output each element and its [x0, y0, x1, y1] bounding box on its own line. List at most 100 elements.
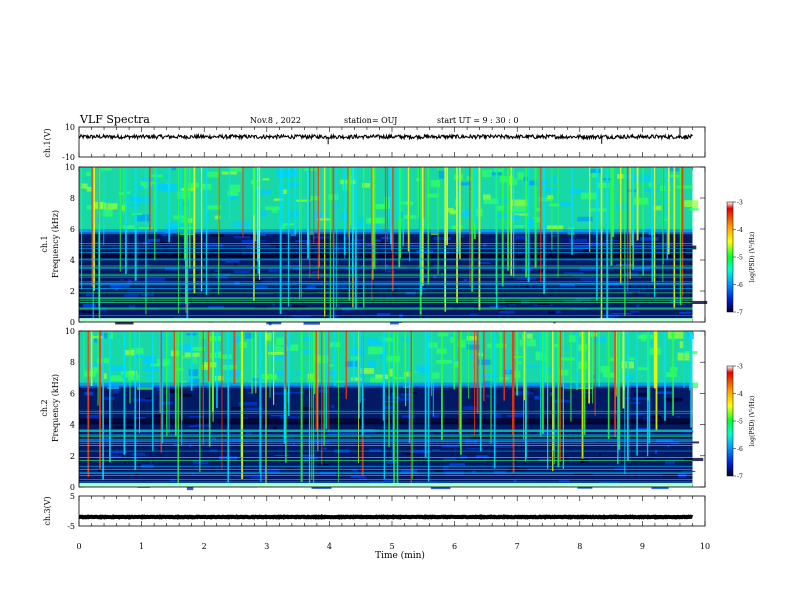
ch1-spec-noise-cell: [239, 234, 258, 237]
ch2-spec-noise-cell: [135, 473, 139, 476]
ch2-spec-noise-cell: [292, 442, 296, 446]
ch2-spec-noise-cell: [96, 469, 101, 473]
ch2-spec-band-cell: [592, 374, 596, 379]
ch2-spec-band-cell: [157, 337, 172, 341]
ch2-spec-noise-cell: [309, 440, 330, 444]
x-axis-label: Time (min): [375, 550, 425, 561]
ch1-spec-band-cell: [177, 191, 189, 199]
ch1-spec-noise-cell: [266, 321, 282, 325]
ch2-spec-band-cell: [350, 356, 361, 360]
ch1-spec-noise-cell: [109, 284, 130, 288]
ch2-spec-band-cell: [518, 361, 522, 365]
ch1-spec-y-tick-label: 10: [65, 163, 75, 172]
ch1-spec-band-cell: [265, 206, 280, 211]
ch1-spec-noise-cell: [127, 279, 132, 284]
ch1-spec-band-cell: [359, 217, 372, 223]
ch1-spec-noise-cell: [489, 306, 506, 309]
ch1-trace: [78, 132, 693, 141]
ch1-colorbar-label: log(PSD) (V²/Hz): [749, 232, 756, 283]
ch2-spec-band-cell: [402, 336, 413, 342]
ch1-frame: [78, 126, 706, 158]
ch2-spec-noise-cell: [529, 392, 534, 394]
ch1-spec-band-cell: [460, 209, 475, 217]
ch3-frame: [78, 495, 706, 527]
ch1-spec-band-cell: [380, 205, 392, 209]
ch1-spec-y-tick-label: 0: [70, 318, 75, 327]
ch1-spec-noise-cell: [272, 303, 275, 306]
ch2-spectrogram-panel: 0 2 4 6 8 10: [65, 327, 706, 492]
ch2-spec-band-cell: [239, 342, 247, 349]
ch1-spec-noise-cell: [568, 238, 588, 243]
ch1-spec-band-cell: [80, 183, 88, 189]
ch2-spec-noise-cell: [263, 469, 280, 474]
ch1-spec-noise-cell: [515, 235, 525, 240]
ch1-spec-band-cell: [229, 193, 238, 200]
ch1-spec-band-cell: [232, 220, 250, 228]
ch2-spec-band-cell: [188, 369, 199, 377]
ch2-spec-noise-cell: [102, 396, 115, 400]
ch1-spec-band-cell: [456, 182, 470, 186]
ch2-spec-y-tick-label: 0: [70, 483, 75, 492]
ch2-spec-band-cell: [84, 370, 96, 377]
ch1-y-tick-label: -10: [62, 153, 75, 162]
ch1-spec-band-cell: [352, 227, 357, 230]
ch1-spec-noise-cell: [210, 233, 224, 237]
ch1-spec-noise-cell: [291, 305, 308, 309]
ch1-spec-band-cell: [676, 185, 693, 189]
ch1-spec-band-cell: [294, 199, 312, 202]
ch1-spec-band-cell: [288, 182, 301, 187]
ch2-spec-band-cell: [667, 331, 684, 339]
ch2-spec-band-cell: [209, 337, 219, 341]
ch1-spec-band-cell: [342, 182, 350, 191]
ch2-spec-noise-cell: [114, 390, 119, 394]
ch2-spec-band-cell: [524, 365, 539, 369]
ch2-spec-noise-cell: [398, 397, 411, 401]
ch2-spec-noise-cell: [444, 471, 464, 475]
ch1-spec-noise-cell: [214, 270, 221, 273]
ch2-spec-noise-cell: [463, 406, 478, 410]
ch1-spec-noise-cell: [336, 285, 347, 289]
ch1-spec-band-cell: [511, 199, 528, 207]
ch1-spec-band-cell: [652, 205, 662, 211]
ch1-spec-noise-cell: [433, 237, 451, 241]
ch1-spec-band-cell: [214, 215, 221, 220]
ch1-spec-noise-cell: [563, 300, 582, 302]
ch1-spec-band-cell: [290, 169, 298, 175]
ch1-spec-noise-cell: [670, 300, 681, 304]
ch1-spec-band-cell: [123, 225, 135, 233]
x-tick-label: 2: [202, 542, 207, 551]
ch2-spec-noise-cell: [338, 432, 357, 435]
ch3-ylabel: ch.3(V): [43, 496, 52, 525]
ch2-spec-noise-cell: [573, 473, 593, 475]
ch2-spec-noise-cell: [491, 424, 494, 427]
ch1-spec-band-cell: [228, 167, 243, 172]
ch2-spec-noise-cell: [152, 413, 167, 418]
ch1-spec-band-cell: [273, 198, 284, 201]
ch2-spec-band-cell: [220, 354, 232, 360]
ch2-spec-band-cell: [245, 332, 254, 339]
ch1-spec-noise-cell: [213, 252, 219, 254]
ch1-spec-ylabel-channel: ch.1: [40, 235, 49, 252]
ch2-spec-noise-cell: [301, 454, 315, 457]
ch1-spec-band-cell: [86, 172, 91, 176]
ch2-spec-band-cell: [403, 371, 412, 377]
ch1-spectrogram-panel: 0 2 4 6 8 10: [65, 163, 708, 327]
ch2-spec-band-cell: [222, 364, 237, 370]
ch1-spec-noise-cell: [571, 308, 589, 311]
ch1-spec-noise-cell: [142, 242, 151, 244]
ch2-spec-noise-cell: [273, 392, 289, 395]
ch2-spec-band-cell: [121, 374, 126, 379]
ch1-spec-band-cell: [547, 195, 554, 200]
ch2-spec-noise-cell: [209, 449, 218, 452]
ch2-spec-noise-cell: [449, 463, 465, 466]
x-tick-label: 10: [700, 542, 710, 551]
ch1-spec-band-cell: [559, 201, 571, 207]
ch1-spec-noise-cell: [128, 305, 136, 309]
ch1-spec-noise-cell: [563, 272, 584, 274]
ch2-spec-noise-cell: [493, 446, 514, 448]
ch2-spec-band-cell: [486, 343, 492, 348]
ch1-colorbar-ramp: [726, 201, 734, 313]
ch1-spec-noise-cell: [255, 285, 268, 289]
ch2-spec-noise-cell: [177, 393, 193, 398]
